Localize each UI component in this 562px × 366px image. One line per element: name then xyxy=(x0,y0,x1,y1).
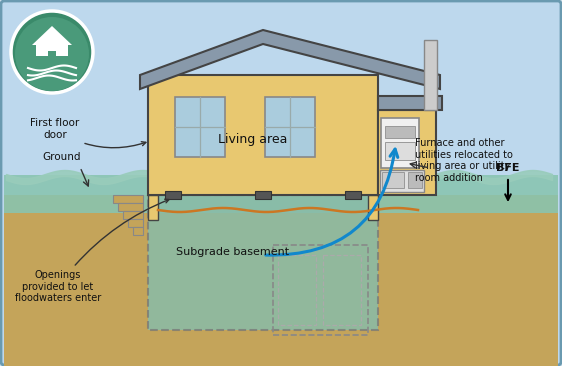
Text: Openings
provided to let
floodwaters enter: Openings provided to let floodwaters ent… xyxy=(15,199,169,303)
Bar xyxy=(382,172,404,188)
Bar xyxy=(133,227,143,235)
Text: Living area: Living area xyxy=(218,134,288,146)
Bar xyxy=(265,97,315,157)
Bar xyxy=(385,142,415,160)
Bar xyxy=(165,191,181,199)
Bar xyxy=(424,40,437,110)
Bar xyxy=(175,97,225,157)
Text: Ground: Ground xyxy=(43,152,81,162)
Bar xyxy=(380,170,424,192)
Text: Furnace and other
utilities relocated to
living area or utility
room addition: Furnace and other utilities relocated to… xyxy=(415,138,513,183)
Bar xyxy=(378,110,436,195)
Bar xyxy=(148,195,158,220)
Bar xyxy=(148,195,378,330)
Bar xyxy=(48,51,56,56)
Bar xyxy=(113,195,143,203)
Polygon shape xyxy=(140,30,440,89)
Text: Subgrade basement: Subgrade basement xyxy=(176,247,289,257)
Bar xyxy=(385,126,415,138)
Bar xyxy=(4,195,558,366)
Bar xyxy=(148,195,378,330)
Bar xyxy=(4,175,558,213)
Bar xyxy=(36,45,68,56)
Polygon shape xyxy=(32,26,72,45)
Text: BFE: BFE xyxy=(496,163,520,173)
Bar xyxy=(368,195,378,220)
Bar xyxy=(123,211,143,219)
Ellipse shape xyxy=(11,11,93,93)
Bar xyxy=(118,203,143,211)
Bar xyxy=(381,118,419,168)
Ellipse shape xyxy=(15,17,89,91)
Bar xyxy=(278,255,316,325)
Bar xyxy=(323,255,361,325)
Bar xyxy=(378,96,442,110)
Bar xyxy=(148,75,378,195)
Bar xyxy=(408,172,422,188)
Bar xyxy=(273,245,368,335)
Bar xyxy=(128,219,143,227)
Bar xyxy=(345,191,361,199)
Text: First floor
door: First floor door xyxy=(30,118,146,148)
Bar xyxy=(255,191,271,199)
